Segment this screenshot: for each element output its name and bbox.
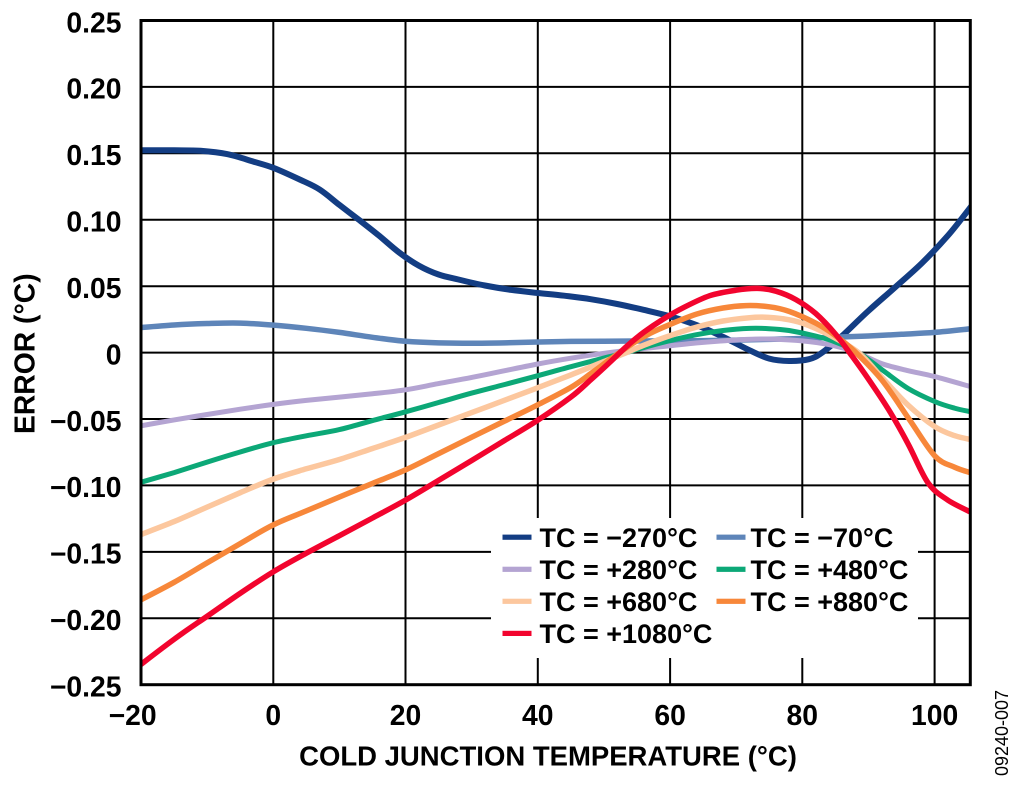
svg-text:0: 0 <box>265 699 281 731</box>
svg-text:COLD JUNCTION TEMPERATURE (°C): COLD JUNCTION TEMPERATURE (°C) <box>299 741 797 772</box>
svg-text:100: 100 <box>911 699 958 731</box>
svg-text:60: 60 <box>654 699 685 731</box>
svg-text:−0.10: −0.10 <box>50 471 122 503</box>
svg-text:TC = +1080°C: TC = +1080°C <box>540 619 713 649</box>
svg-text:40: 40 <box>522 699 553 731</box>
svg-text:0.10: 0.10 <box>66 206 121 238</box>
svg-text:TC = −270°C: TC = −270°C <box>540 523 698 553</box>
svg-text:09240-007: 09240-007 <box>992 690 1012 776</box>
svg-text:−0.15: −0.15 <box>50 538 122 570</box>
svg-text:80: 80 <box>787 699 818 731</box>
svg-text:20: 20 <box>390 699 421 731</box>
svg-text:0.15: 0.15 <box>66 139 121 171</box>
svg-text:0.05: 0.05 <box>66 272 121 304</box>
svg-text:−0.25: −0.25 <box>50 671 122 703</box>
svg-text:0.25: 0.25 <box>66 6 121 38</box>
svg-text:0: 0 <box>106 338 122 370</box>
svg-text:TC = +480°C: TC = +480°C <box>751 555 909 585</box>
svg-text:ERROR (°C): ERROR (°C) <box>9 273 41 434</box>
svg-text:−0.05: −0.05 <box>50 405 122 437</box>
svg-text:TC = +680°C: TC = +680°C <box>540 587 698 617</box>
svg-text:0.20: 0.20 <box>66 73 121 105</box>
svg-text:TC = +280°C: TC = +280°C <box>540 555 698 585</box>
svg-text:−0.20: −0.20 <box>50 604 122 636</box>
svg-text:TC = +880°C: TC = +880°C <box>751 587 909 617</box>
svg-text:TC = −70°C: TC = −70°C <box>751 523 894 553</box>
svg-text:−20: −20 <box>109 699 157 731</box>
